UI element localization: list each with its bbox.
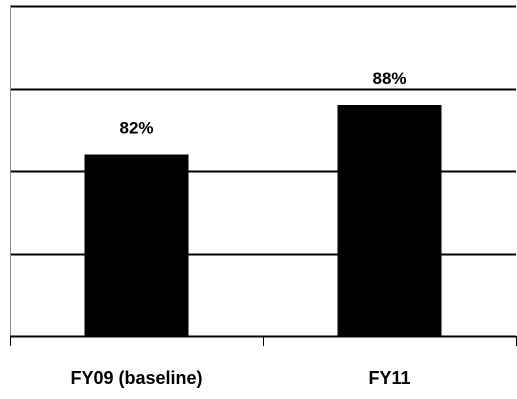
category-label: FY11: [368, 368, 410, 388]
labels: 82% FY09 (baseline) 88% FY11: [70, 69, 410, 388]
bar: [337, 105, 442, 336]
bar: [84, 154, 189, 336]
category-label: FY09 (baseline): [70, 368, 202, 388]
data-label: 82%: [119, 119, 153, 138]
bars: [84, 105, 442, 336]
data-label: 88%: [372, 69, 406, 88]
